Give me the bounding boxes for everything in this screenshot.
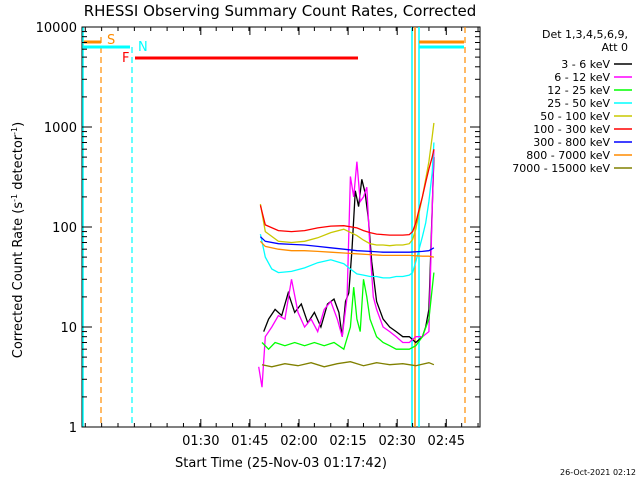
x-tick-label-0: 01:30 [182,434,219,449]
x-tick-label-1: 01:45 [231,434,268,449]
y-axis-ticks: 1 10 100 1000 10000 [36,21,480,436]
y-axis-label: Corrected Count Rate (s-1 detector-1) [10,122,26,358]
series-line-8 [261,361,435,368]
chart-title: RHESSI Observing Summary Count Rates, Co… [84,2,477,20]
y-tick-label-3: 1000 [44,121,77,136]
legend-label-6: 300 - 800 keV [533,136,610,149]
flare-label: F [122,51,129,66]
legend-header-detectors: Det 1,3,4,5,6,9, [542,28,628,41]
series-line-6 [259,236,435,253]
timestamp-footer: 26-Oct-2021 02:12 [560,468,636,477]
y-tick-label-1: 10 [60,321,77,336]
legend-label-2: 12 - 25 keV [547,84,610,97]
series-line-7 [259,240,435,258]
x-tick-label-3: 02:15 [329,434,366,449]
x-tick-label-5: 02:45 [428,434,465,449]
legend-label-3: 25 - 50 keV [547,97,610,110]
legend-label-1: 6 - 12 keV [554,71,610,84]
series-line-3 [259,142,435,279]
legend-label-0: 3 - 6 keV [561,58,610,71]
legend-label-7: 800 - 7000 keV [526,149,610,162]
series-line-1 [258,149,435,388]
y-tick-label-4: 10000 [36,21,77,36]
saa-label: S [107,33,115,48]
series-layer [258,122,435,388]
y-tick-label-2: 100 [52,221,77,236]
x-axis-label: Start Time (25-Nov-03 01:17:42) [175,456,387,471]
series-line-2 [261,272,435,351]
legend-label-4: 50 - 100 keV [540,110,610,123]
series-line-5 [259,149,435,236]
series-line-0 [263,157,435,344]
x-axis-ticks: 01:30 01:45 02:00 02:15 02:30 02:45 [84,27,479,449]
x-tick-label-2: 02:00 [280,434,317,449]
legend-label-8: 7000 - 15000 keV [512,162,610,175]
annotation-layer: S N F [82,27,466,427]
night-label: N [138,40,148,55]
x-tick-label-4: 02:30 [378,434,415,449]
legend-label-5: 100 - 300 keV [533,123,610,136]
legend-header-attenuator: Att 0 [602,41,628,54]
y-tick-label-0: 1 [69,421,77,436]
